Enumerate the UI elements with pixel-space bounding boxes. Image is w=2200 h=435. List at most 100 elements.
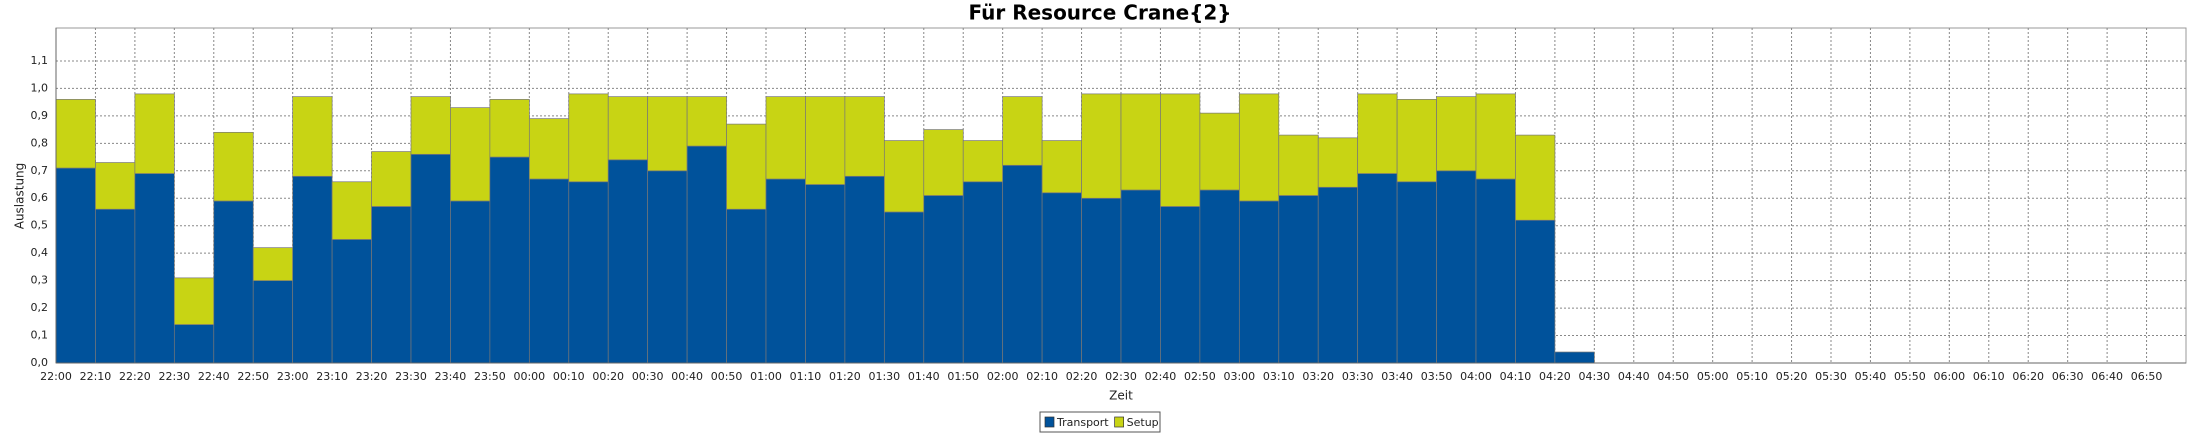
y-tick-label: 0,9 bbox=[31, 109, 49, 122]
x-tick-label: 04:40 bbox=[1618, 370, 1650, 383]
bar-segment bbox=[1002, 96, 1043, 166]
x-tick-label: 02:20 bbox=[1066, 370, 1098, 383]
x-tick-label: 04:50 bbox=[1657, 370, 1689, 383]
bar-segment bbox=[1554, 351, 1595, 364]
bar-segment bbox=[607, 159, 649, 364]
bar-segment bbox=[1278, 134, 1319, 196]
x-tick-label: 23:10 bbox=[316, 370, 348, 383]
bar-segment bbox=[1160, 206, 1201, 364]
x-tick-label: 02:50 bbox=[1184, 370, 1216, 383]
y-tick-label: 0,2 bbox=[31, 301, 49, 314]
bar-segment bbox=[173, 277, 215, 325]
bar-segment bbox=[647, 170, 688, 364]
bar-segment bbox=[371, 151, 412, 207]
legend-box bbox=[1039, 411, 1161, 433]
x-tick-label: 01:30 bbox=[868, 370, 900, 383]
x-tick-label: 23:40 bbox=[435, 370, 467, 383]
x-tick-label: 01:50 bbox=[947, 370, 979, 383]
bar-segment bbox=[883, 211, 925, 364]
bar-segment bbox=[686, 145, 727, 364]
x-tick-label: 06:50 bbox=[2131, 370, 2163, 383]
bar-segment bbox=[1041, 192, 1082, 364]
bar-segment bbox=[805, 184, 846, 364]
bar-segment bbox=[1515, 134, 1556, 221]
bar-segment bbox=[1081, 197, 1122, 364]
x-tick-label: 04:30 bbox=[1578, 370, 1610, 383]
bar-segment bbox=[95, 208, 136, 364]
x-tick-label: 05:30 bbox=[1815, 370, 1847, 383]
x-tick-label: 00:40 bbox=[671, 370, 703, 383]
x-tick-label: 04:10 bbox=[1500, 370, 1532, 383]
x-tick-label: 04:20 bbox=[1539, 370, 1571, 383]
x-tick-label: 01:00 bbox=[750, 370, 782, 383]
x-tick-label: 23:30 bbox=[395, 370, 427, 383]
bar-segment bbox=[1317, 137, 1359, 188]
x-axis-label: Zeit bbox=[1109, 389, 1133, 403]
bar-segment bbox=[331, 239, 372, 364]
bar-segment bbox=[607, 96, 649, 161]
legend-swatch bbox=[1114, 416, 1124, 428]
y-tick-label: 0,4 bbox=[31, 246, 49, 259]
y-axis-label: Auslastung bbox=[13, 163, 27, 230]
bar-segment bbox=[1120, 93, 1161, 191]
y-tick-label: 0,3 bbox=[31, 274, 49, 287]
y-tick-label: 0,5 bbox=[31, 219, 49, 232]
x-tick-label: 00:10 bbox=[553, 370, 585, 383]
bar-segment bbox=[1041, 140, 1082, 194]
bar-segment bbox=[410, 96, 451, 155]
bar-segment bbox=[844, 175, 885, 364]
legend-label: Setup bbox=[1127, 416, 1159, 429]
x-tick-label: 22:00 bbox=[40, 370, 72, 383]
x-tick-label: 00:00 bbox=[513, 370, 545, 383]
bar-segment bbox=[765, 178, 806, 364]
x-tick-label: 00:20 bbox=[592, 370, 624, 383]
bar-segment bbox=[962, 140, 1004, 183]
x-tick-label: 06:40 bbox=[2091, 370, 2123, 383]
bar-segment bbox=[647, 96, 688, 172]
x-tick-label: 00:50 bbox=[711, 370, 743, 383]
bar-segment bbox=[55, 99, 96, 169]
x-tick-label: 05:40 bbox=[1855, 370, 1887, 383]
bar-segment bbox=[1317, 186, 1359, 364]
y-tick-label: 1,1 bbox=[31, 54, 49, 67]
bar-segment bbox=[371, 206, 412, 364]
bar-segment bbox=[805, 96, 846, 185]
x-tick-label: 06:00 bbox=[1933, 370, 1965, 383]
bar-segment bbox=[1120, 189, 1161, 364]
bar-segment bbox=[1238, 93, 1280, 202]
y-tick-label: 0,7 bbox=[31, 164, 49, 177]
bar-segment bbox=[450, 200, 491, 364]
x-tick-label: 04:00 bbox=[1460, 370, 1492, 383]
bar-segment bbox=[1357, 93, 1398, 174]
bar-segment bbox=[923, 195, 964, 364]
bar-segment bbox=[1357, 173, 1398, 364]
bar-segment bbox=[844, 96, 885, 177]
legend-swatch bbox=[1044, 416, 1055, 428]
x-tick-label: 06:20 bbox=[2012, 370, 2044, 383]
bar-segment bbox=[410, 153, 451, 364]
bar-segment bbox=[568, 181, 609, 364]
x-tick-label: 23:50 bbox=[474, 370, 506, 383]
bar-segment bbox=[1475, 178, 1516, 364]
bar-segment bbox=[134, 93, 175, 174]
bar-segment bbox=[1238, 200, 1280, 364]
x-tick-label: 22:40 bbox=[198, 370, 230, 383]
x-tick-label: 01:10 bbox=[790, 370, 822, 383]
bar-segment bbox=[528, 118, 570, 180]
bar-segment bbox=[450, 107, 491, 202]
bar-segment bbox=[213, 200, 254, 364]
x-tick-label: 06:30 bbox=[2052, 370, 2084, 383]
x-tick-label: 03:10 bbox=[1263, 370, 1295, 383]
bar-segment bbox=[1002, 164, 1043, 364]
x-tick-label: 00:30 bbox=[632, 370, 664, 383]
y-tick-label: 0,6 bbox=[31, 191, 49, 204]
y-tick-label: 0,0 bbox=[31, 356, 49, 369]
bar-segment bbox=[1396, 99, 1437, 183]
chart-title: Für Resource Crane{2} bbox=[968, 1, 1231, 25]
bar-segment bbox=[252, 247, 294, 281]
bar-segment bbox=[292, 175, 333, 364]
bar-segment bbox=[331, 181, 372, 240]
x-tick-label: 05:00 bbox=[1697, 370, 1729, 383]
x-tick-label: 22:20 bbox=[119, 370, 151, 383]
